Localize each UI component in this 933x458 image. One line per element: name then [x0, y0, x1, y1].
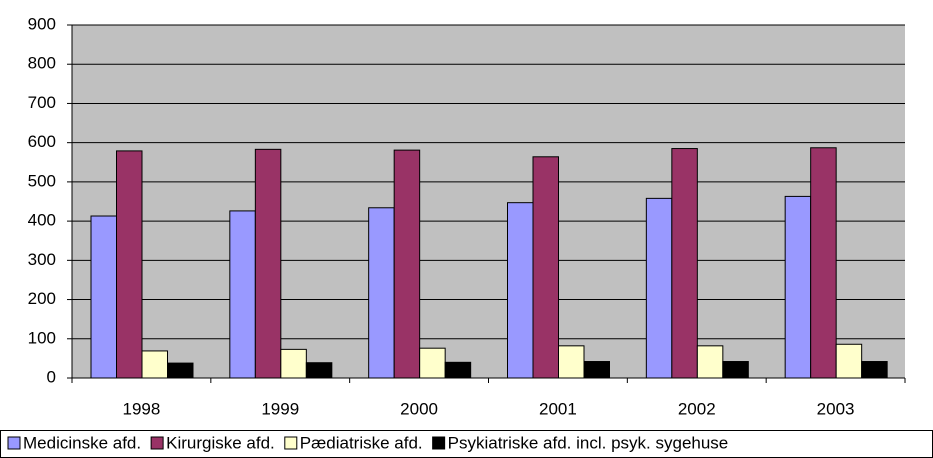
bar: [393, 149, 421, 379]
bar: [229, 210, 256, 379]
x-tick-label: 1998: [123, 399, 161, 418]
x-tick-label: 2001: [539, 399, 577, 418]
bar: [305, 362, 333, 379]
bar: [116, 150, 143, 379]
bar: [784, 195, 812, 379]
bar: [419, 347, 446, 379]
bar: [90, 215, 117, 379]
x-tick-label: 2003: [817, 399, 855, 418]
bar: [645, 197, 673, 379]
legend-swatch: [7, 436, 21, 450]
x-tick-label: 1999: [261, 399, 299, 418]
y-tick-label: 0: [47, 367, 56, 386]
bar: [810, 147, 837, 379]
bar: [368, 207, 395, 379]
bar: [532, 156, 559, 379]
bar: [167, 362, 194, 379]
y-tick-label: 600: [28, 132, 56, 151]
legend-swatch: [284, 436, 298, 450]
bar: [141, 350, 168, 379]
y-tick-label: 500: [28, 171, 56, 190]
legend-label: Pædiatriske afd.: [300, 433, 423, 452]
bar: [835, 343, 863, 379]
legend-swatch: [150, 436, 164, 450]
bar: [507, 202, 534, 379]
plot-area: [72, 25, 905, 378]
bar: [254, 148, 282, 379]
bar: [861, 361, 888, 379]
bar: [696, 345, 724, 379]
bar: [583, 361, 610, 379]
bar: [558, 345, 585, 379]
bar: [444, 361, 472, 379]
legend-label: Psykiatriske afd. incl. psyk. sygehuse: [448, 433, 729, 452]
legend-label: Medicinske afd.: [23, 433, 141, 452]
bar: [722, 361, 749, 379]
y-tick-label: 900: [28, 14, 56, 33]
legend-swatch: [432, 436, 446, 450]
bar: [671, 148, 698, 379]
y-tick-label: 100: [28, 328, 56, 347]
y-tick-label: 800: [28, 54, 56, 73]
x-tick-label: 2000: [400, 399, 438, 418]
y-tick-label: 400: [28, 211, 56, 230]
y-tick-label: 200: [28, 289, 56, 308]
y-tick-label: 300: [28, 250, 56, 269]
legend-label: Kirurgiske afd.: [166, 433, 275, 452]
x-tick-label: 2002: [678, 399, 716, 418]
y-tick-label: 700: [28, 93, 56, 112]
bar: [280, 348, 307, 379]
